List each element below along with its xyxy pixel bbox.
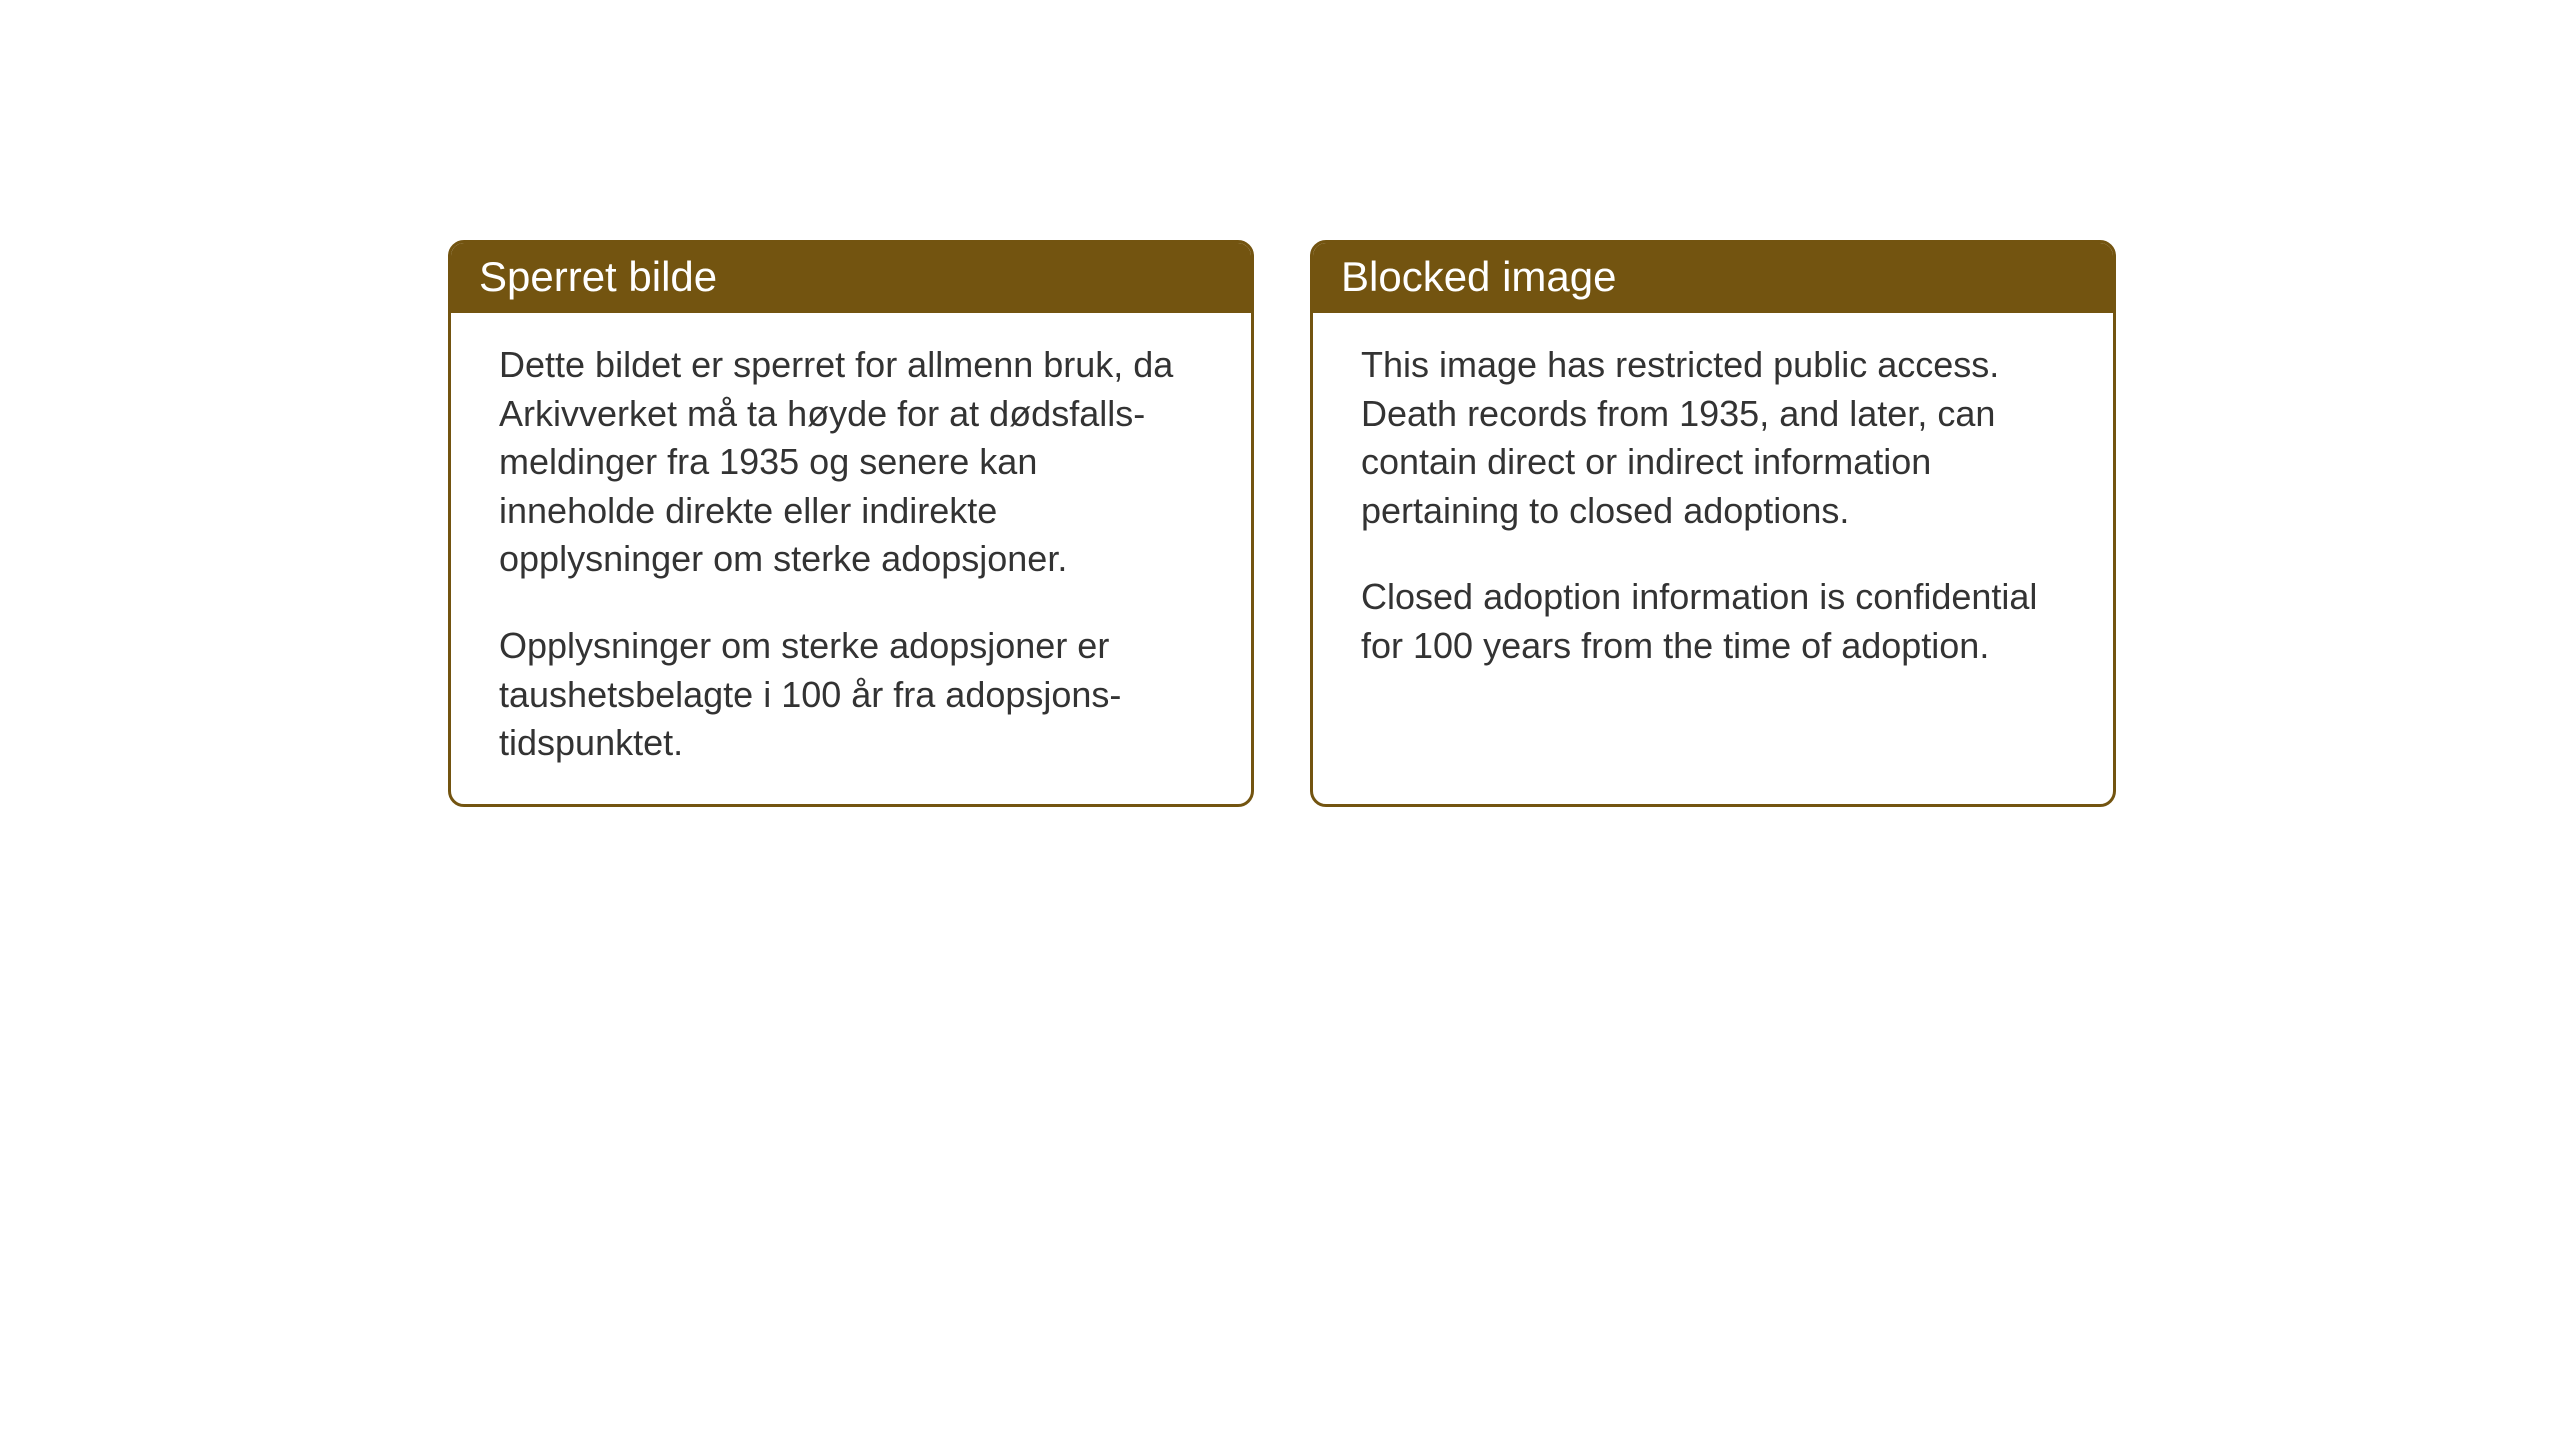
notice-cards-container: Sperret bilde Dette bildet er sperret fo…	[448, 240, 2116, 807]
english-notice-card: Blocked image This image has restricted …	[1310, 240, 2116, 807]
norwegian-card-title: Sperret bilde	[451, 243, 1251, 313]
norwegian-notice-card: Sperret bilde Dette bildet er sperret fo…	[448, 240, 1254, 807]
norwegian-card-body: Dette bildet er sperret for allmenn bruk…	[451, 313, 1251, 804]
english-paragraph-1: This image has restricted public access.…	[1361, 341, 2065, 535]
norwegian-paragraph-1: Dette bildet er sperret for allmenn bruk…	[499, 341, 1203, 584]
norwegian-paragraph-2: Opplysninger om sterke adopsjoner er tau…	[499, 622, 1203, 768]
english-card-body: This image has restricted public access.…	[1313, 313, 2113, 707]
english-paragraph-2: Closed adoption information is confident…	[1361, 573, 2065, 670]
english-card-title: Blocked image	[1313, 243, 2113, 313]
